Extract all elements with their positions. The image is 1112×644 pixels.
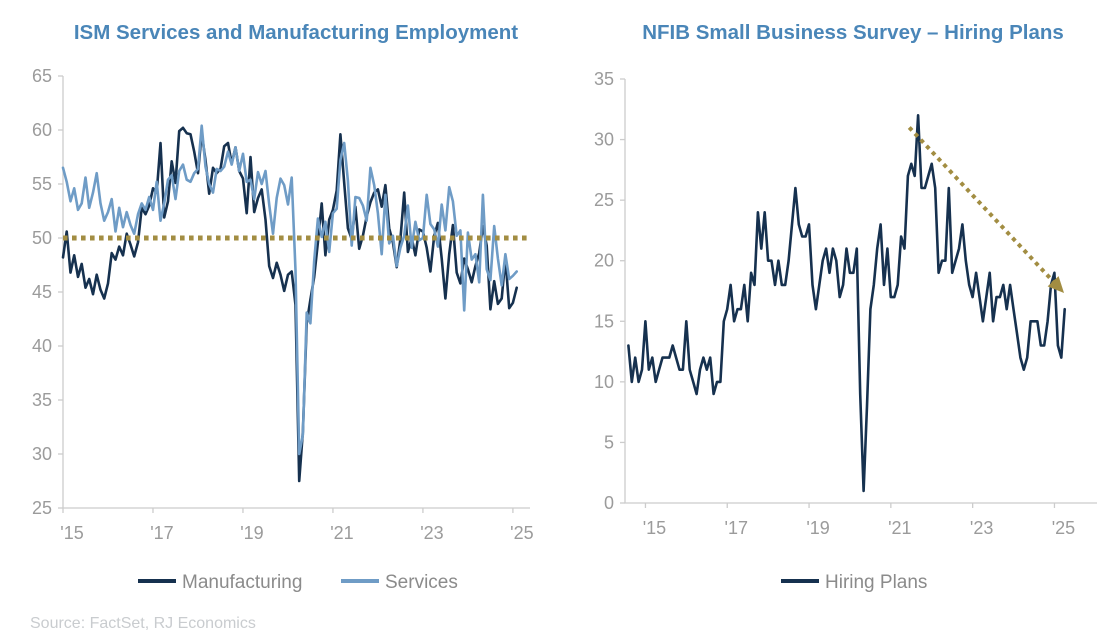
- x-axis-tick-label: '25: [1052, 518, 1075, 538]
- x-axis-tick-label: '21: [888, 518, 911, 538]
- ism-legend: Manufacturing Services: [138, 572, 458, 593]
- manufacturing-line: [61, 126, 519, 483]
- y-axis-tick-label: 60: [32, 120, 52, 140]
- services-line: [61, 124, 519, 456]
- y-axis-tick-label: 65: [32, 66, 52, 86]
- x-axis-tick-label: '21: [330, 523, 353, 543]
- x-axis-tick-label: '19: [240, 523, 263, 543]
- x-axis-tick-label: '15: [643, 518, 666, 538]
- x-axis-tick-label: '15: [60, 523, 83, 543]
- x-axis-tick-label: '17: [150, 523, 173, 543]
- y-axis-tick-label: 10: [594, 372, 614, 392]
- nfib-chart: 35 30 25 20 15 10 5 0 '15 '17 '19 '21 '23 '25: [594, 69, 1097, 538]
- nfib-chart-title: NFIB Small Business Survey – Hiring Plan…: [642, 21, 1064, 44]
- manufacturing-legend-label: Manufacturing: [182, 572, 302, 593]
- hiring-plans-legend-label: Hiring Plans: [825, 572, 927, 593]
- ism-chart: 65 60 55 50 45 40 35 30 25 '15 '17 '19 '21 '23 '25: [32, 66, 534, 543]
- y-axis-tick-label: 30: [594, 130, 614, 150]
- x-axis-tick-label: '23: [970, 518, 993, 538]
- y-axis-tick-label: 50: [32, 228, 52, 248]
- y-axis-tick-label: 45: [32, 282, 52, 302]
- nfib-legend: Hiring Plans: [781, 572, 927, 593]
- y-axis-tick-label: 40: [32, 336, 52, 356]
- y-axis-tick-label: 25: [32, 498, 52, 518]
- y-axis-tick-label: 15: [594, 311, 614, 331]
- services-legend-label: Services: [385, 572, 458, 593]
- trend-arrow-head: [1047, 276, 1065, 293]
- y-axis-tick-label: 25: [594, 190, 614, 210]
- y-axis-tick-label: 20: [594, 251, 614, 271]
- y-axis-tick-label: 55: [32, 174, 52, 194]
- y-axis-tick-label: 0: [604, 493, 614, 513]
- ism-chart-title: ISM Services and Manufacturing Employmen…: [74, 21, 518, 44]
- y-axis-tick-label: 5: [604, 432, 614, 452]
- y-axis-tick-label: 30: [32, 444, 52, 464]
- x-axis-tick-label: '19: [806, 518, 829, 538]
- x-axis-tick-label: '17: [725, 518, 748, 538]
- trend-arrow-line: [907, 126, 1058, 287]
- source-text: Source: FactSet, RJ Economics: [30, 615, 256, 632]
- x-axis-tick-label: '23: [420, 523, 443, 543]
- y-axis-tick-label: 35: [32, 390, 52, 410]
- hiring-plans-line: [627, 114, 1066, 493]
- x-axis-tick-label: '25: [510, 523, 533, 543]
- y-axis-tick-label: 35: [594, 69, 614, 89]
